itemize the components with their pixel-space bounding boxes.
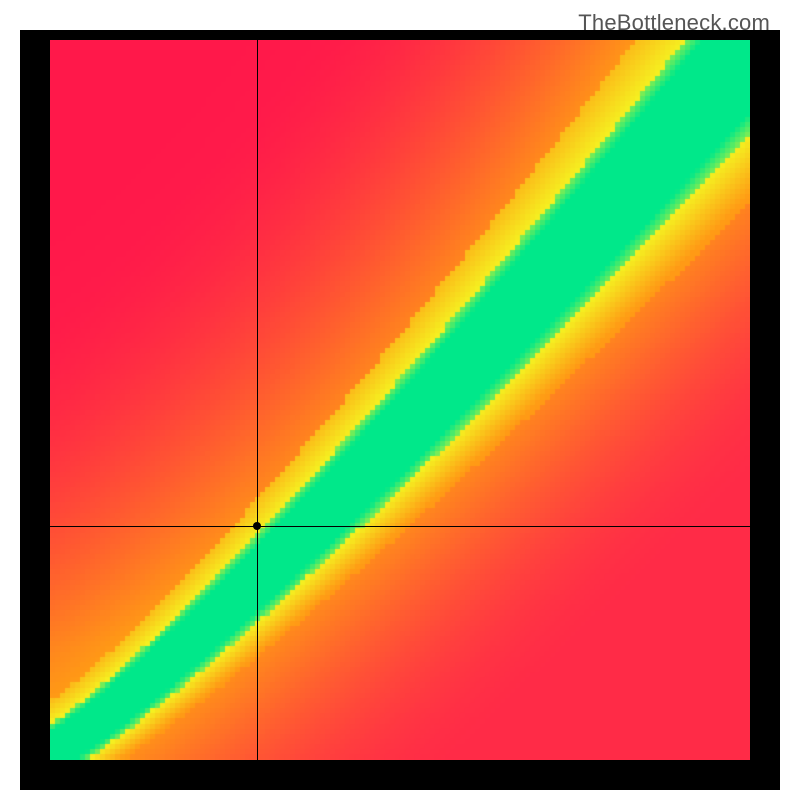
chart-outer-frame [20, 30, 780, 790]
heatmap-plot-area [50, 40, 750, 760]
crosshair-dot [253, 522, 261, 530]
watermark-text: TheBottleneck.com [578, 10, 770, 36]
crosshair-horizontal [50, 526, 750, 527]
heatmap-canvas [50, 40, 750, 760]
crosshair-vertical [257, 40, 258, 760]
